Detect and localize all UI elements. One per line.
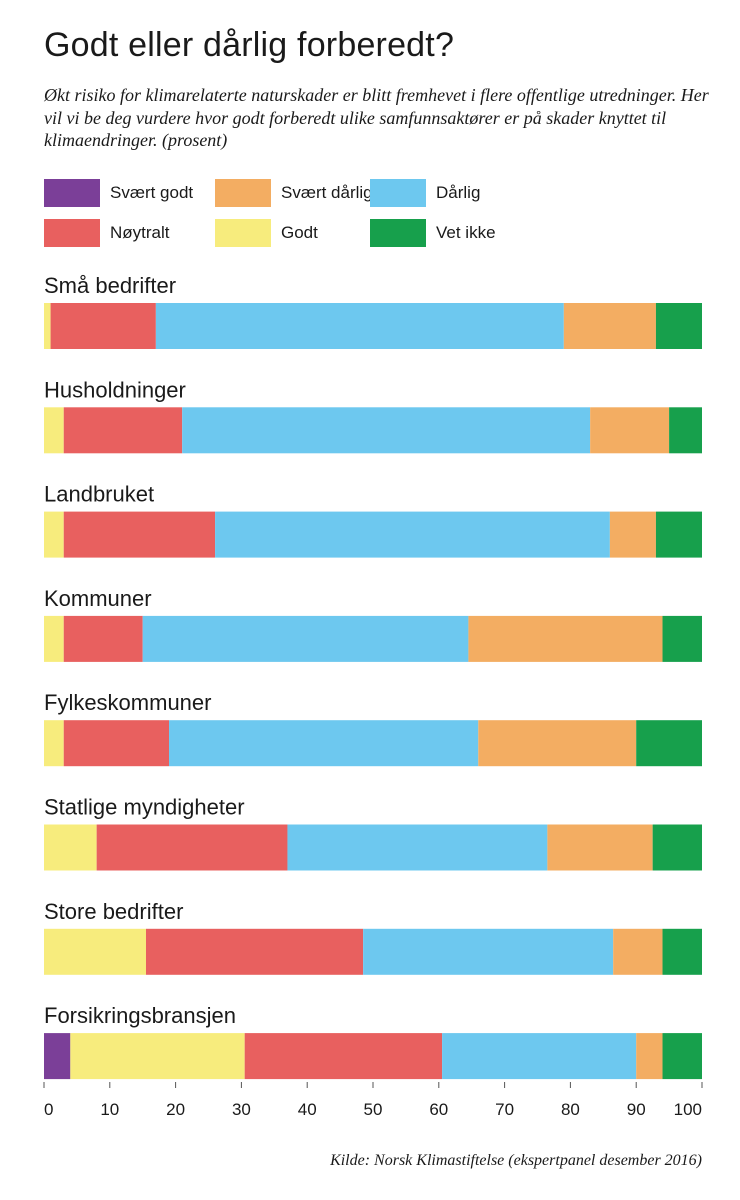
- bar-segment: [96, 824, 288, 871]
- bar-segment: [50, 303, 156, 349]
- bar-segment: [613, 928, 663, 975]
- bar-segment: [63, 615, 143, 662]
- category-label: Kommuner: [44, 586, 152, 611]
- bar-segment: [155, 303, 564, 349]
- x-tick-label: 20: [166, 1100, 185, 1119]
- bar-segment: [63, 720, 170, 767]
- bar-segment: [44, 511, 64, 558]
- bar-segment: [44, 928, 146, 975]
- x-tick-label: 80: [561, 1100, 580, 1119]
- bar-segment: [70, 1033, 245, 1080]
- legend-label: Godt: [281, 223, 318, 242]
- legend-item: Nøytralt: [44, 219, 170, 247]
- bar-segment: [44, 824, 97, 871]
- bar-segment: [636, 1033, 663, 1080]
- bar-segment: [44, 303, 51, 349]
- legend-swatch: [370, 179, 426, 207]
- x-tick-label: 60: [429, 1100, 448, 1119]
- legend-swatch: [215, 219, 271, 247]
- legend-swatch: [215, 179, 271, 207]
- chart-subtitle: Økt risiko for klimarelaterte naturskade…: [44, 85, 709, 150]
- source-note: Kilde: Norsk Klimastiftelse (ekspertpane…: [330, 1152, 702, 1169]
- bar-segment: [287, 824, 548, 871]
- bar-segment: [44, 1033, 71, 1080]
- legend-swatch: [44, 219, 100, 247]
- bar-segment: [547, 824, 653, 871]
- bar-segment: [636, 720, 702, 767]
- category-label: Statlige myndigheter: [44, 795, 245, 820]
- category-label: Små bedrifter: [44, 273, 176, 298]
- bar-segment: [182, 407, 591, 454]
- category-label: Forsikringsbransjen: [44, 1003, 236, 1028]
- legend-item: Vet ikke: [370, 219, 496, 247]
- legend-label: Svært dårlig: [281, 183, 373, 202]
- x-tick-label: 50: [364, 1100, 383, 1119]
- legend-swatch: [370, 219, 426, 247]
- bar-segment: [169, 720, 479, 767]
- bar-segment: [215, 511, 610, 558]
- x-tick-label: 70: [495, 1100, 514, 1119]
- legend-item: Svært godt: [44, 179, 193, 207]
- x-tick-label: 100: [674, 1100, 702, 1119]
- bar-segment: [442, 1033, 637, 1080]
- bar-segment: [63, 407, 183, 454]
- bar-segment: [44, 615, 64, 662]
- bar-segment: [590, 407, 670, 454]
- chart-title: Godt eller dårlig forberedt?: [44, 26, 455, 64]
- bar-segment: [609, 511, 656, 558]
- bar-segment: [44, 720, 64, 767]
- x-tick-label: 30: [232, 1100, 251, 1119]
- legend-label: Vet ikke: [436, 223, 496, 242]
- legend-item: Dårlig: [370, 179, 480, 207]
- bar-segment: [478, 720, 637, 767]
- bar-segment: [652, 824, 702, 871]
- category-label: Landbruket: [44, 482, 154, 507]
- legend-item: Godt: [215, 219, 318, 247]
- legend-label: Svært godt: [110, 183, 194, 202]
- category-label: Fylkeskommuner: [44, 690, 211, 715]
- bar-segment: [655, 511, 702, 558]
- category-label: Store bedrifter: [44, 899, 183, 924]
- x-tick-label: 0: [44, 1100, 53, 1119]
- bar-segment: [142, 615, 469, 662]
- legend-swatch: [44, 179, 100, 207]
- legend-label: Nøytralt: [110, 223, 170, 242]
- legend-item: Svært dårlig: [215, 179, 373, 207]
- x-tick-label: 90: [627, 1100, 646, 1119]
- legend-label: Dårlig: [436, 183, 481, 202]
- bar-segment: [669, 407, 702, 454]
- bar-segment: [468, 615, 663, 662]
- bar-segment: [655, 303, 702, 349]
- bar-segment: [563, 303, 656, 349]
- x-tick-label: 10: [100, 1100, 119, 1119]
- bar-segment: [363, 928, 614, 975]
- bar-segment: [244, 1033, 443, 1080]
- bar-segment: [662, 615, 702, 662]
- category-label: Husholdninger: [44, 377, 186, 402]
- bar-segment: [145, 928, 364, 975]
- bar-segment: [662, 928, 702, 975]
- bar-segment: [662, 1033, 702, 1080]
- bar-segment: [63, 511, 216, 558]
- bar-segment: [44, 407, 64, 454]
- x-tick-label: 40: [298, 1100, 317, 1119]
